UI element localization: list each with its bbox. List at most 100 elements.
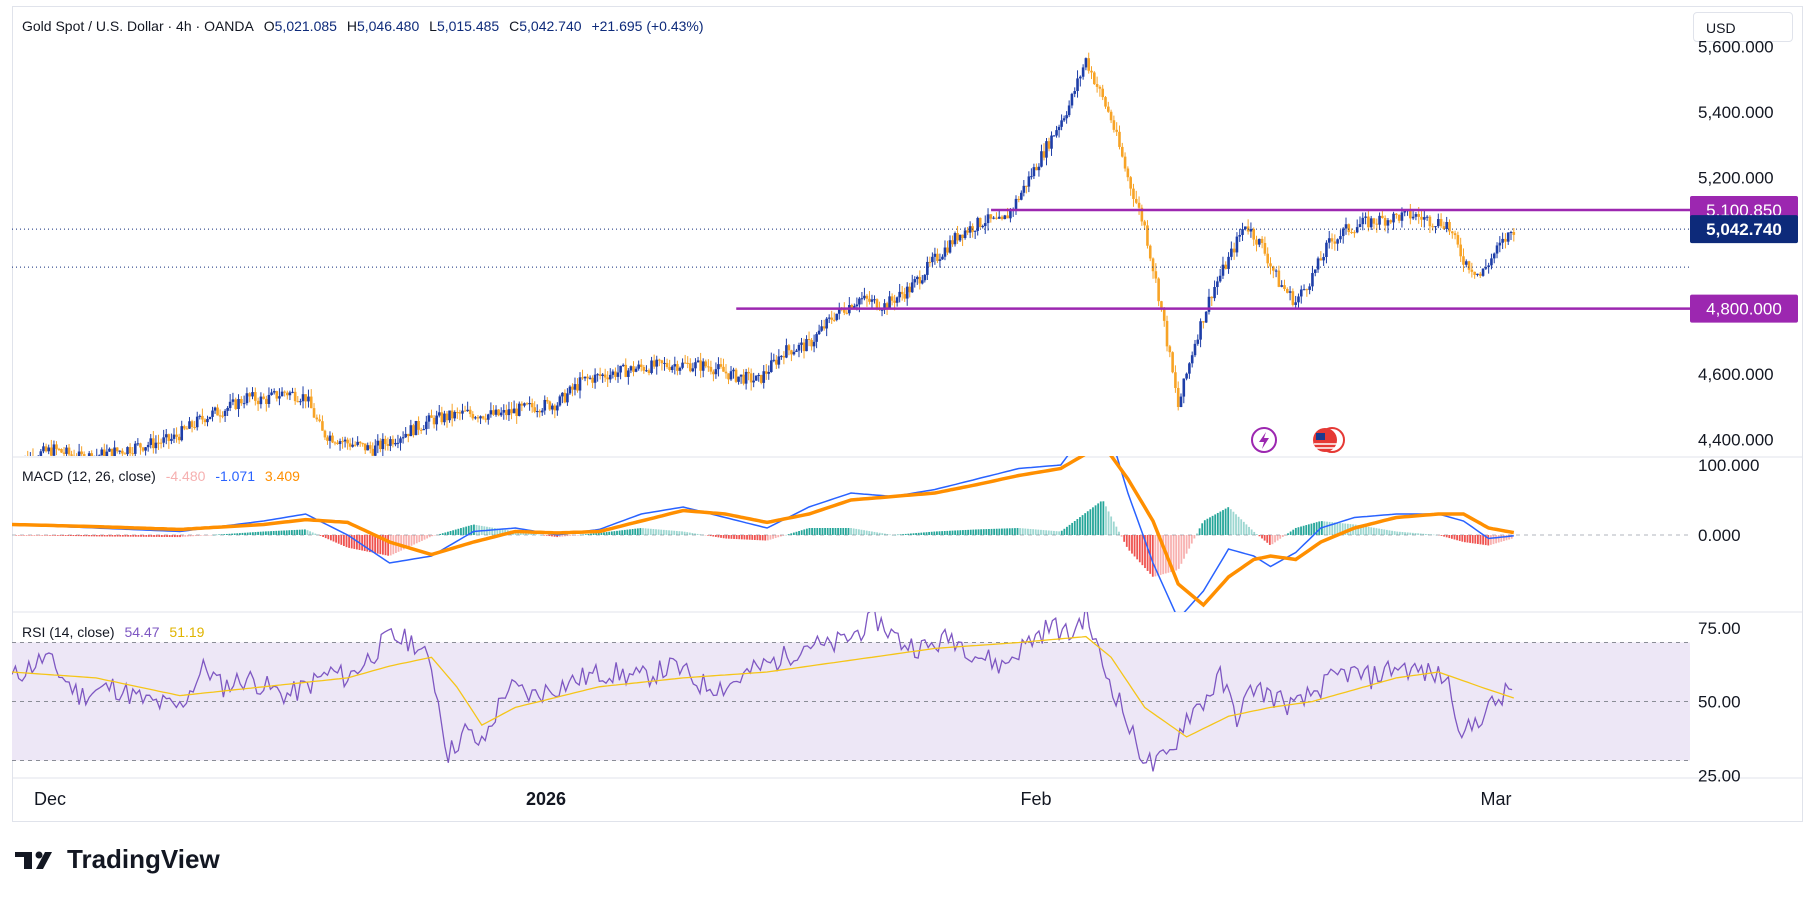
candle-body [968,226,972,233]
candle-body [193,426,196,428]
macd-hist-bar [673,530,676,535]
candle-body [1129,177,1132,189]
candle-body [183,426,186,429]
macd-hist-bar [972,529,975,535]
candle-body [1235,236,1239,253]
macd-hist-bar [1224,508,1227,535]
candle-body [629,366,633,371]
macd-hist-bar [251,532,254,535]
candle-body [936,253,939,261]
macd-hist-bar [17,535,20,536]
candle-body [1325,242,1328,257]
macd-hist-bar [603,532,605,535]
macd-hist-bar [1037,529,1040,535]
macd-hist-bar [1310,523,1313,535]
macd-hist-bar [725,535,728,539]
candle-body [1464,261,1468,265]
macd-hist-bar [361,535,364,551]
macd-hist-bar [941,531,944,535]
macd-hist-bar [33,535,36,536]
candle-body [386,444,390,446]
candle-body [837,307,841,314]
candle-body [1027,176,1031,187]
macd-hist-bar [296,529,298,535]
macd-hist-bar [475,525,478,535]
macd-signal-line [12,456,1515,608]
candle-body [115,447,119,452]
macd-hist-bar [577,535,579,536]
macd-hist-bar [704,535,707,536]
candle-body [1481,268,1485,276]
macd-hist-bar [207,535,210,536]
candle-body [1403,210,1407,213]
candle-body [1266,253,1270,264]
macd-hist-bar [1107,511,1110,535]
macd-hist-bar [327,535,330,540]
candle-body [978,217,982,227]
macd-hist-bar [194,535,197,537]
macd-hist-bar [1315,522,1318,535]
macd-hist-bar [90,535,93,537]
candle-body [198,415,202,417]
candle-body [696,360,700,363]
macd-hist-bar [1141,535,1144,566]
candle-body [845,312,849,314]
candle-body [678,367,682,371]
macd-hist-bar [964,529,967,535]
candle-body [997,216,1001,219]
macd-hist-bar [410,535,413,546]
macd-hist-bar [1206,518,1209,535]
candle-body [1291,291,1295,305]
candle-body [880,309,884,311]
macd-hist-bar [1071,522,1074,535]
macd-hist-bar [543,535,546,536]
macd-hist-bar [233,533,236,535]
candle-body [42,446,45,452]
macd-axis-tick: 100.000 [1698,456,1759,475]
macd-hist-bar [813,528,816,535]
macd-hist-bar [350,535,353,549]
macd-hist-bar [493,528,496,535]
macd-hist-bar [1274,535,1276,543]
candle-body [331,435,334,443]
macd-hist-bar [733,535,735,539]
candle-body [645,370,648,372]
candle-body [875,299,879,309]
macd-hist-bar [270,531,272,535]
candle-body [1381,215,1384,218]
candle-body [1104,97,1107,107]
macd-hist-bar [1097,503,1100,535]
macd-hist-bar [930,531,933,535]
macd-hist-bar [873,531,876,535]
macd-hist-bar [413,535,416,545]
candle-body [468,409,472,415]
candle-body [598,374,602,377]
macd-hist-bar [962,530,964,535]
currency-button[interactable]: USD [1693,12,1793,42]
candle-body [1030,176,1033,178]
candle-body [502,410,506,413]
candle-body [1487,265,1490,268]
candle-body [399,438,402,443]
candle-body [366,445,370,451]
candle-body [995,217,998,219]
candle-body [321,421,324,431]
candle-body [714,369,718,375]
macd-hist-bar [337,535,340,544]
tradingview-logo[interactable]: TradingView [15,844,220,875]
candle-body [807,338,811,340]
macd-hist-bar [496,528,499,535]
candle-body [596,374,599,376]
candle-body [110,448,114,456]
macd-hist-bar [166,535,168,537]
macd-hist-bar [743,535,746,540]
macd-hist-bar [1339,523,1341,535]
macd-hist-bar [608,531,611,535]
macd-hist-bar [943,531,946,535]
macd-hist-bar [949,530,951,535]
macd-hist-bar [774,535,777,539]
lightning-icon [1251,427,1277,453]
candle-body [1512,232,1516,235]
macd-hist-bar [714,535,717,537]
